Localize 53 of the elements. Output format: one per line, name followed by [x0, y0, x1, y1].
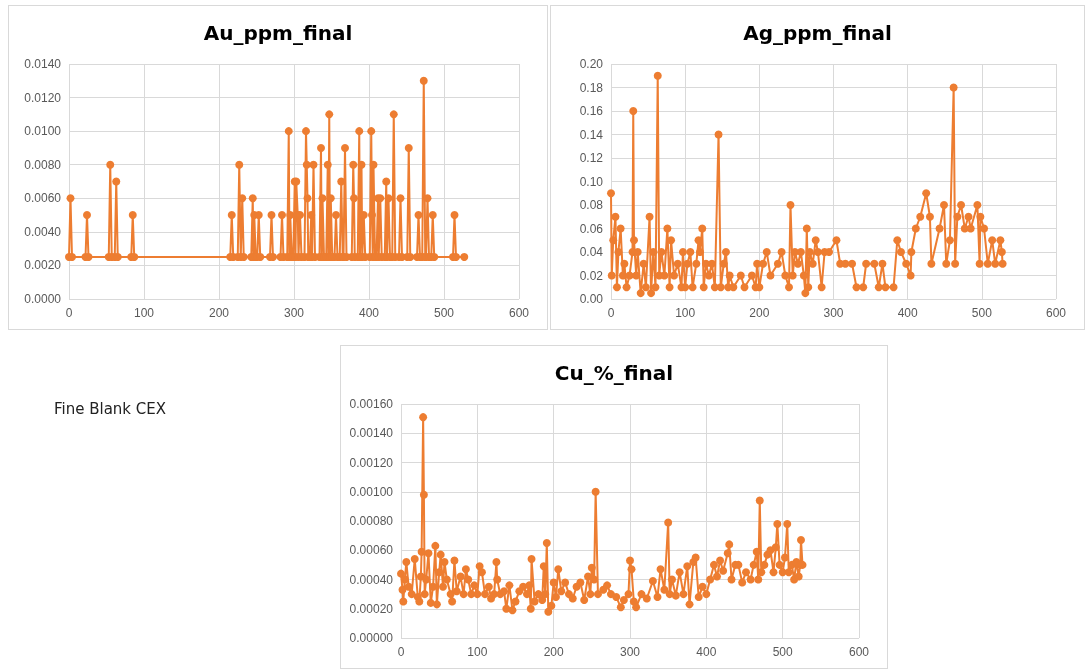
- y-tick-label: 0.0020: [24, 258, 62, 273]
- chart-title: Au_ppm_final: [203, 21, 353, 45]
- chart-title: Cu_%_final: [554, 361, 674, 385]
- x-tick-label: 200: [543, 645, 564, 659]
- y-tick-label: 0.18: [579, 80, 604, 95]
- y-tick-label: 0.00000: [349, 631, 394, 645]
- y-tick-label: 0.00020: [349, 601, 394, 616]
- x-tick-label: 300: [619, 645, 641, 659]
- y-tick-label: 0.00120: [349, 455, 394, 470]
- x-tick-label: 200: [208, 306, 230, 320]
- y-tick-label: 0.00: [579, 292, 604, 306]
- y-tick-label: 0.10: [579, 174, 604, 189]
- y-tick-label: 0.14: [579, 127, 604, 142]
- x-tick-label: 600: [508, 306, 530, 320]
- x-tick-label: 600: [1045, 306, 1067, 320]
- y-tick-label: 0.0040: [24, 224, 62, 239]
- x-tick-label: 200: [749, 306, 770, 320]
- x-tick-label: 400: [358, 306, 380, 320]
- y-tick-label: 0.0080: [24, 157, 62, 172]
- x-tick-label: 500: [772, 645, 793, 659]
- x-tick-label: 300: [823, 306, 844, 320]
- y-tick-label: 0.00080: [349, 514, 394, 528]
- text: Fine Blank CEX: [54, 400, 167, 418]
- y-tick-label: 0.02: [579, 268, 604, 283]
- x-tick-label: 0: [607, 306, 615, 320]
- y-tick-label: 0.06: [579, 221, 604, 236]
- y-tick-label: 0.08: [579, 198, 604, 212]
- x-tick-label: 400: [696, 645, 717, 659]
- x-tick-label: 500: [433, 306, 455, 320]
- y-tick-label: 0.12: [579, 151, 604, 165]
- x-tick-label: 100: [675, 306, 696, 320]
- y-tick-label: 0.20: [579, 57, 604, 71]
- x-tick-label: 500: [971, 306, 993, 320]
- y-tick-label: 0.0100: [24, 124, 62, 139]
- y-tick-label: 0.0140: [24, 57, 62, 71]
- y-tick-label: 0.16: [579, 104, 604, 118]
- y-tick-label: 0.00060: [349, 543, 394, 558]
- y-tick-label: 0.00100: [349, 484, 394, 499]
- y-tick-label: 0.00040: [349, 572, 394, 587]
- x-tick-label: 100: [133, 306, 155, 320]
- x-tick-label: 300: [283, 306, 305, 320]
- y-tick-label: 0.00160: [349, 397, 394, 411]
- y-tick-label: 0.00140: [349, 426, 394, 441]
- y-tick-label: 0.0000: [24, 292, 62, 306]
- x-tick-label: 0: [397, 645, 405, 659]
- x-tick-label: 600: [848, 645, 870, 659]
- chart-title: Ag_ppm_final: [743, 21, 892, 45]
- y-tick-label: 0.04: [579, 245, 604, 259]
- x-tick-label: 0: [65, 306, 73, 320]
- x-tick-label: 100: [467, 645, 488, 659]
- x-tick-label: 400: [897, 306, 918, 320]
- y-tick-label: 0.0120: [24, 90, 62, 105]
- y-tick-label: 0.0060: [24, 191, 62, 206]
